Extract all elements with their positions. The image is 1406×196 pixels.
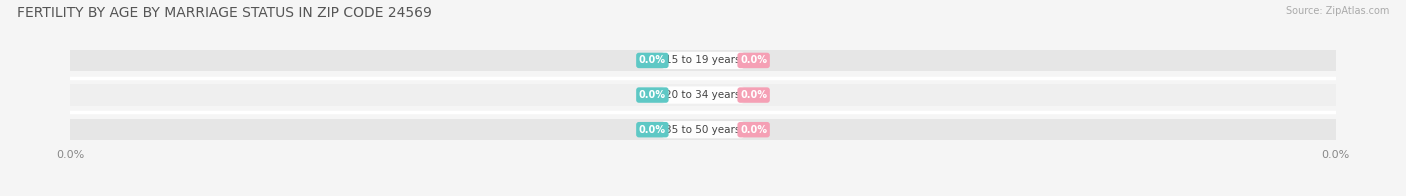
Text: 0.0%: 0.0% (638, 55, 666, 65)
Text: 20 to 34 years: 20 to 34 years (665, 90, 741, 100)
Bar (70, 84, 1336, 106)
Text: 0.0%: 0.0% (740, 90, 768, 100)
Text: 0.0%: 0.0% (638, 125, 666, 135)
Text: 15 to 19 years: 15 to 19 years (665, 55, 741, 65)
Text: 0.0%: 0.0% (740, 55, 768, 65)
Text: FERTILITY BY AGE BY MARRIAGE STATUS IN ZIP CODE 24569: FERTILITY BY AGE BY MARRIAGE STATUS IN Z… (17, 6, 432, 20)
Text: 0.0%: 0.0% (740, 125, 768, 135)
Bar (70, 119, 1336, 140)
Text: 35 to 50 years: 35 to 50 years (665, 125, 741, 135)
Bar (70, 50, 1336, 71)
Text: 0.0%: 0.0% (638, 90, 666, 100)
Text: Source: ZipAtlas.com: Source: ZipAtlas.com (1285, 6, 1389, 16)
